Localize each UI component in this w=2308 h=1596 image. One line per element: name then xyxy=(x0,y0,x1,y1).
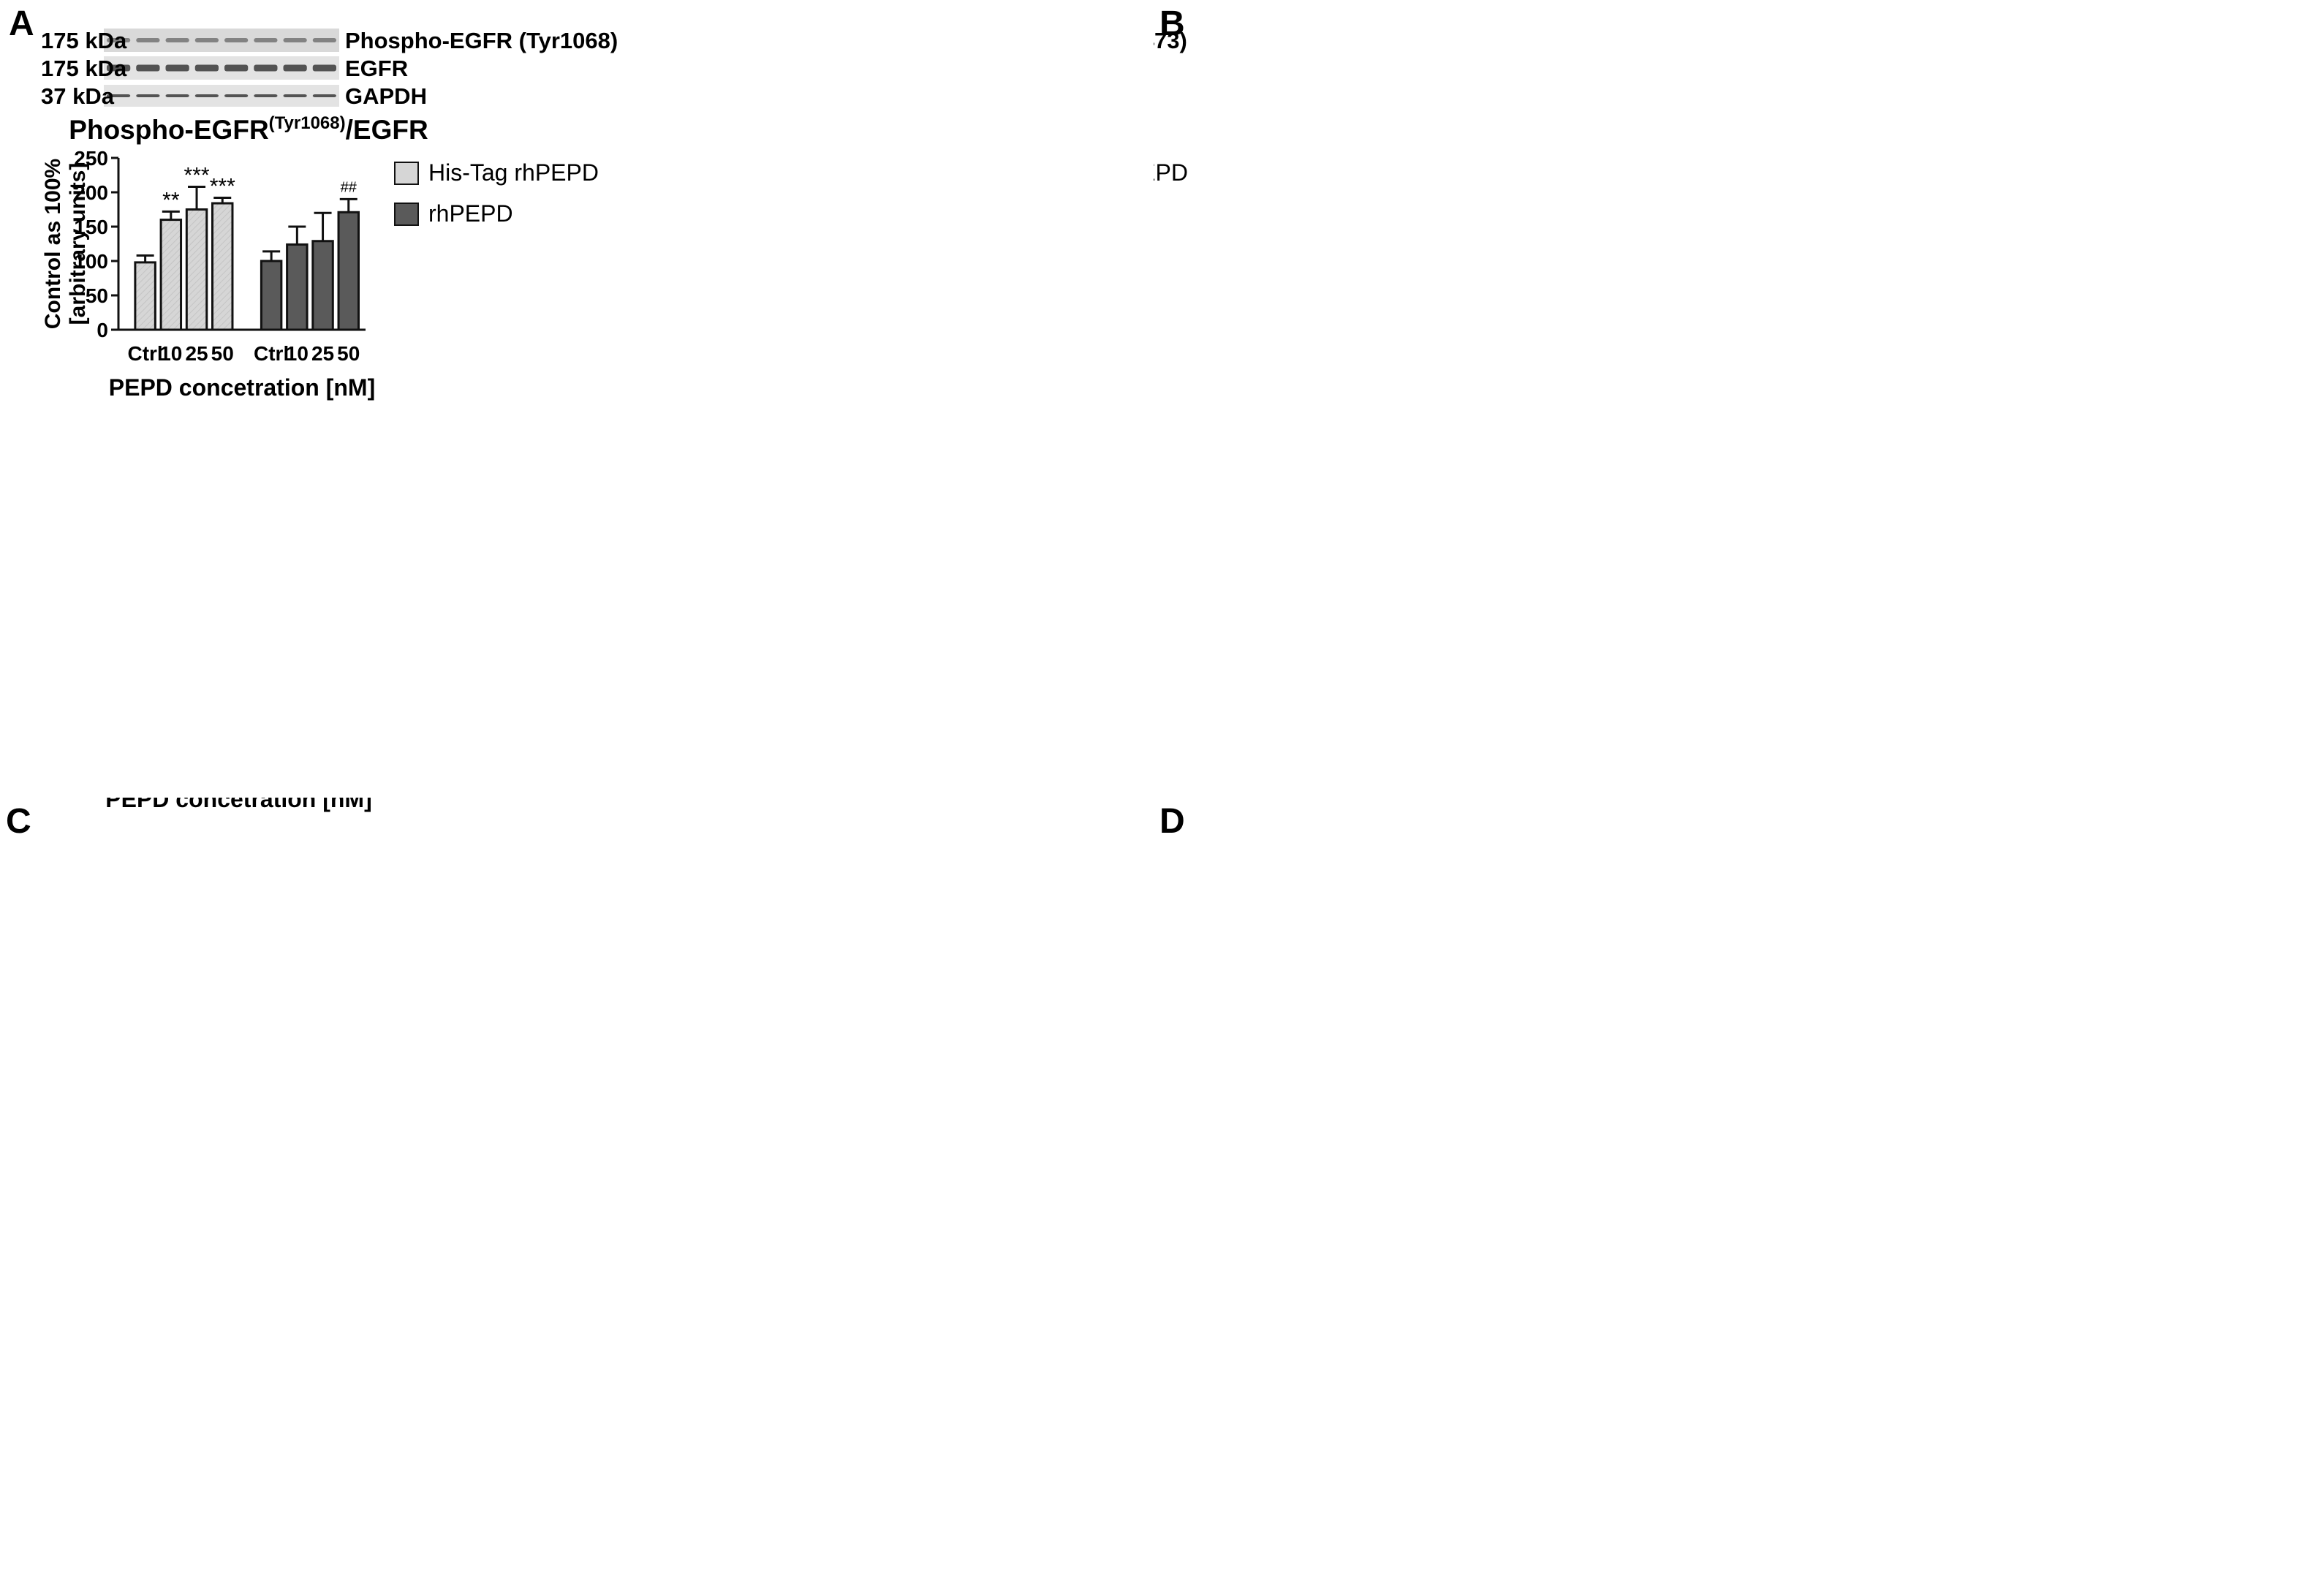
blot-band xyxy=(283,64,307,72)
legend-label: His-Tag rhPEPD xyxy=(1154,159,1188,186)
y-tick-label: 250 xyxy=(74,147,108,170)
blot-band xyxy=(107,94,131,97)
blot-band xyxy=(194,38,219,42)
blot-band xyxy=(107,38,131,42)
blot-band xyxy=(224,94,249,97)
panel-a: A 175 kDa Phospho-EGFR (Tyr1068) 175 kDa EGF… xyxy=(0,0,1154,798)
blot-band xyxy=(283,38,307,42)
blot-kda-label: 175 kDa xyxy=(41,56,127,81)
y-tick-label: 150 xyxy=(74,216,108,238)
blot-band xyxy=(224,64,249,72)
bar-rhpepd xyxy=(286,243,309,331)
blot-band xyxy=(312,94,336,97)
blot-band xyxy=(283,94,307,97)
bar-his-tag xyxy=(185,208,208,331)
chart-title: Phospho-EGFR(Tyr1068)/EGFR xyxy=(69,113,428,145)
bar-his-tag xyxy=(211,202,234,331)
blot-kda-label: 175 kDa xyxy=(41,28,127,53)
bar-rhpepd xyxy=(311,240,334,331)
x-tick-label: Ctrl xyxy=(127,342,162,365)
blot-band xyxy=(165,64,189,72)
blot-band xyxy=(136,38,160,42)
bar-his-tag xyxy=(134,261,156,331)
x-axis-label: PEPD concetration [nM] xyxy=(105,798,371,812)
x-tick-label: 50 xyxy=(337,342,360,365)
panel-letter: C xyxy=(6,802,31,841)
blot-band xyxy=(312,64,336,72)
blot-name-label: Phospho-EGFR (Tyr1068) xyxy=(345,28,618,53)
panel-letter: A xyxy=(9,4,34,43)
blot-band xyxy=(254,94,278,97)
blot-band xyxy=(165,38,189,42)
panel-letter: B xyxy=(1159,4,1185,43)
x-tick-label: 25 xyxy=(185,342,208,365)
blot-band xyxy=(107,64,131,72)
y-axis-label: Control as 100%[arbitrary units] xyxy=(41,159,90,329)
blot-band xyxy=(312,38,336,42)
legend-label: rhPEPD xyxy=(428,200,513,227)
blot-name-label: GAPDH xyxy=(345,83,427,109)
blot-band xyxy=(136,64,160,72)
panel-letter: D xyxy=(1159,802,1185,841)
panel-a-figure: A 175 kDa Phospho-EGFR (Tyr1068) 175 kDa EGF… xyxy=(9,4,618,401)
blot-band xyxy=(224,38,249,42)
bar-rhpepd xyxy=(260,260,283,331)
blot-band xyxy=(165,94,189,97)
x-tick-label: Ctrl xyxy=(254,342,289,365)
x-tick-label: 25 xyxy=(311,342,334,365)
blot-band xyxy=(136,94,160,97)
x-tick-label: 10 xyxy=(159,342,182,365)
bar-his-tag xyxy=(159,219,183,331)
bar-rhpepd xyxy=(337,211,360,331)
significance-label: ** xyxy=(162,188,180,212)
blot-band xyxy=(254,38,278,42)
legend-swatch-his-tag xyxy=(394,162,419,185)
blot-name-label: Phospho-Akt (Ser473) xyxy=(1154,28,1187,53)
x-tick-label: 50 xyxy=(211,342,234,365)
x-axis-label: PEPD concetration [nM] xyxy=(109,374,375,401)
y-tick-label: 100 xyxy=(74,250,108,273)
legend-label: His-Tag rhPEPD xyxy=(428,159,599,186)
significance-label: ## xyxy=(341,179,357,195)
significance-label: *** xyxy=(210,175,235,199)
y-tick-label: 0 xyxy=(97,319,108,341)
blot-name-label: EGFR xyxy=(345,56,408,81)
blot-kda-label: 37 kDa xyxy=(41,83,115,109)
blot-band xyxy=(254,64,278,72)
y-tick-label: 50 xyxy=(86,284,108,307)
blot-band xyxy=(194,94,219,97)
significance-label: *** xyxy=(184,163,210,187)
legend-swatch-rhpepd xyxy=(394,203,419,226)
blot-band xyxy=(194,64,219,72)
x-tick-label: 10 xyxy=(286,342,309,365)
y-tick-label: 200 xyxy=(74,181,108,204)
